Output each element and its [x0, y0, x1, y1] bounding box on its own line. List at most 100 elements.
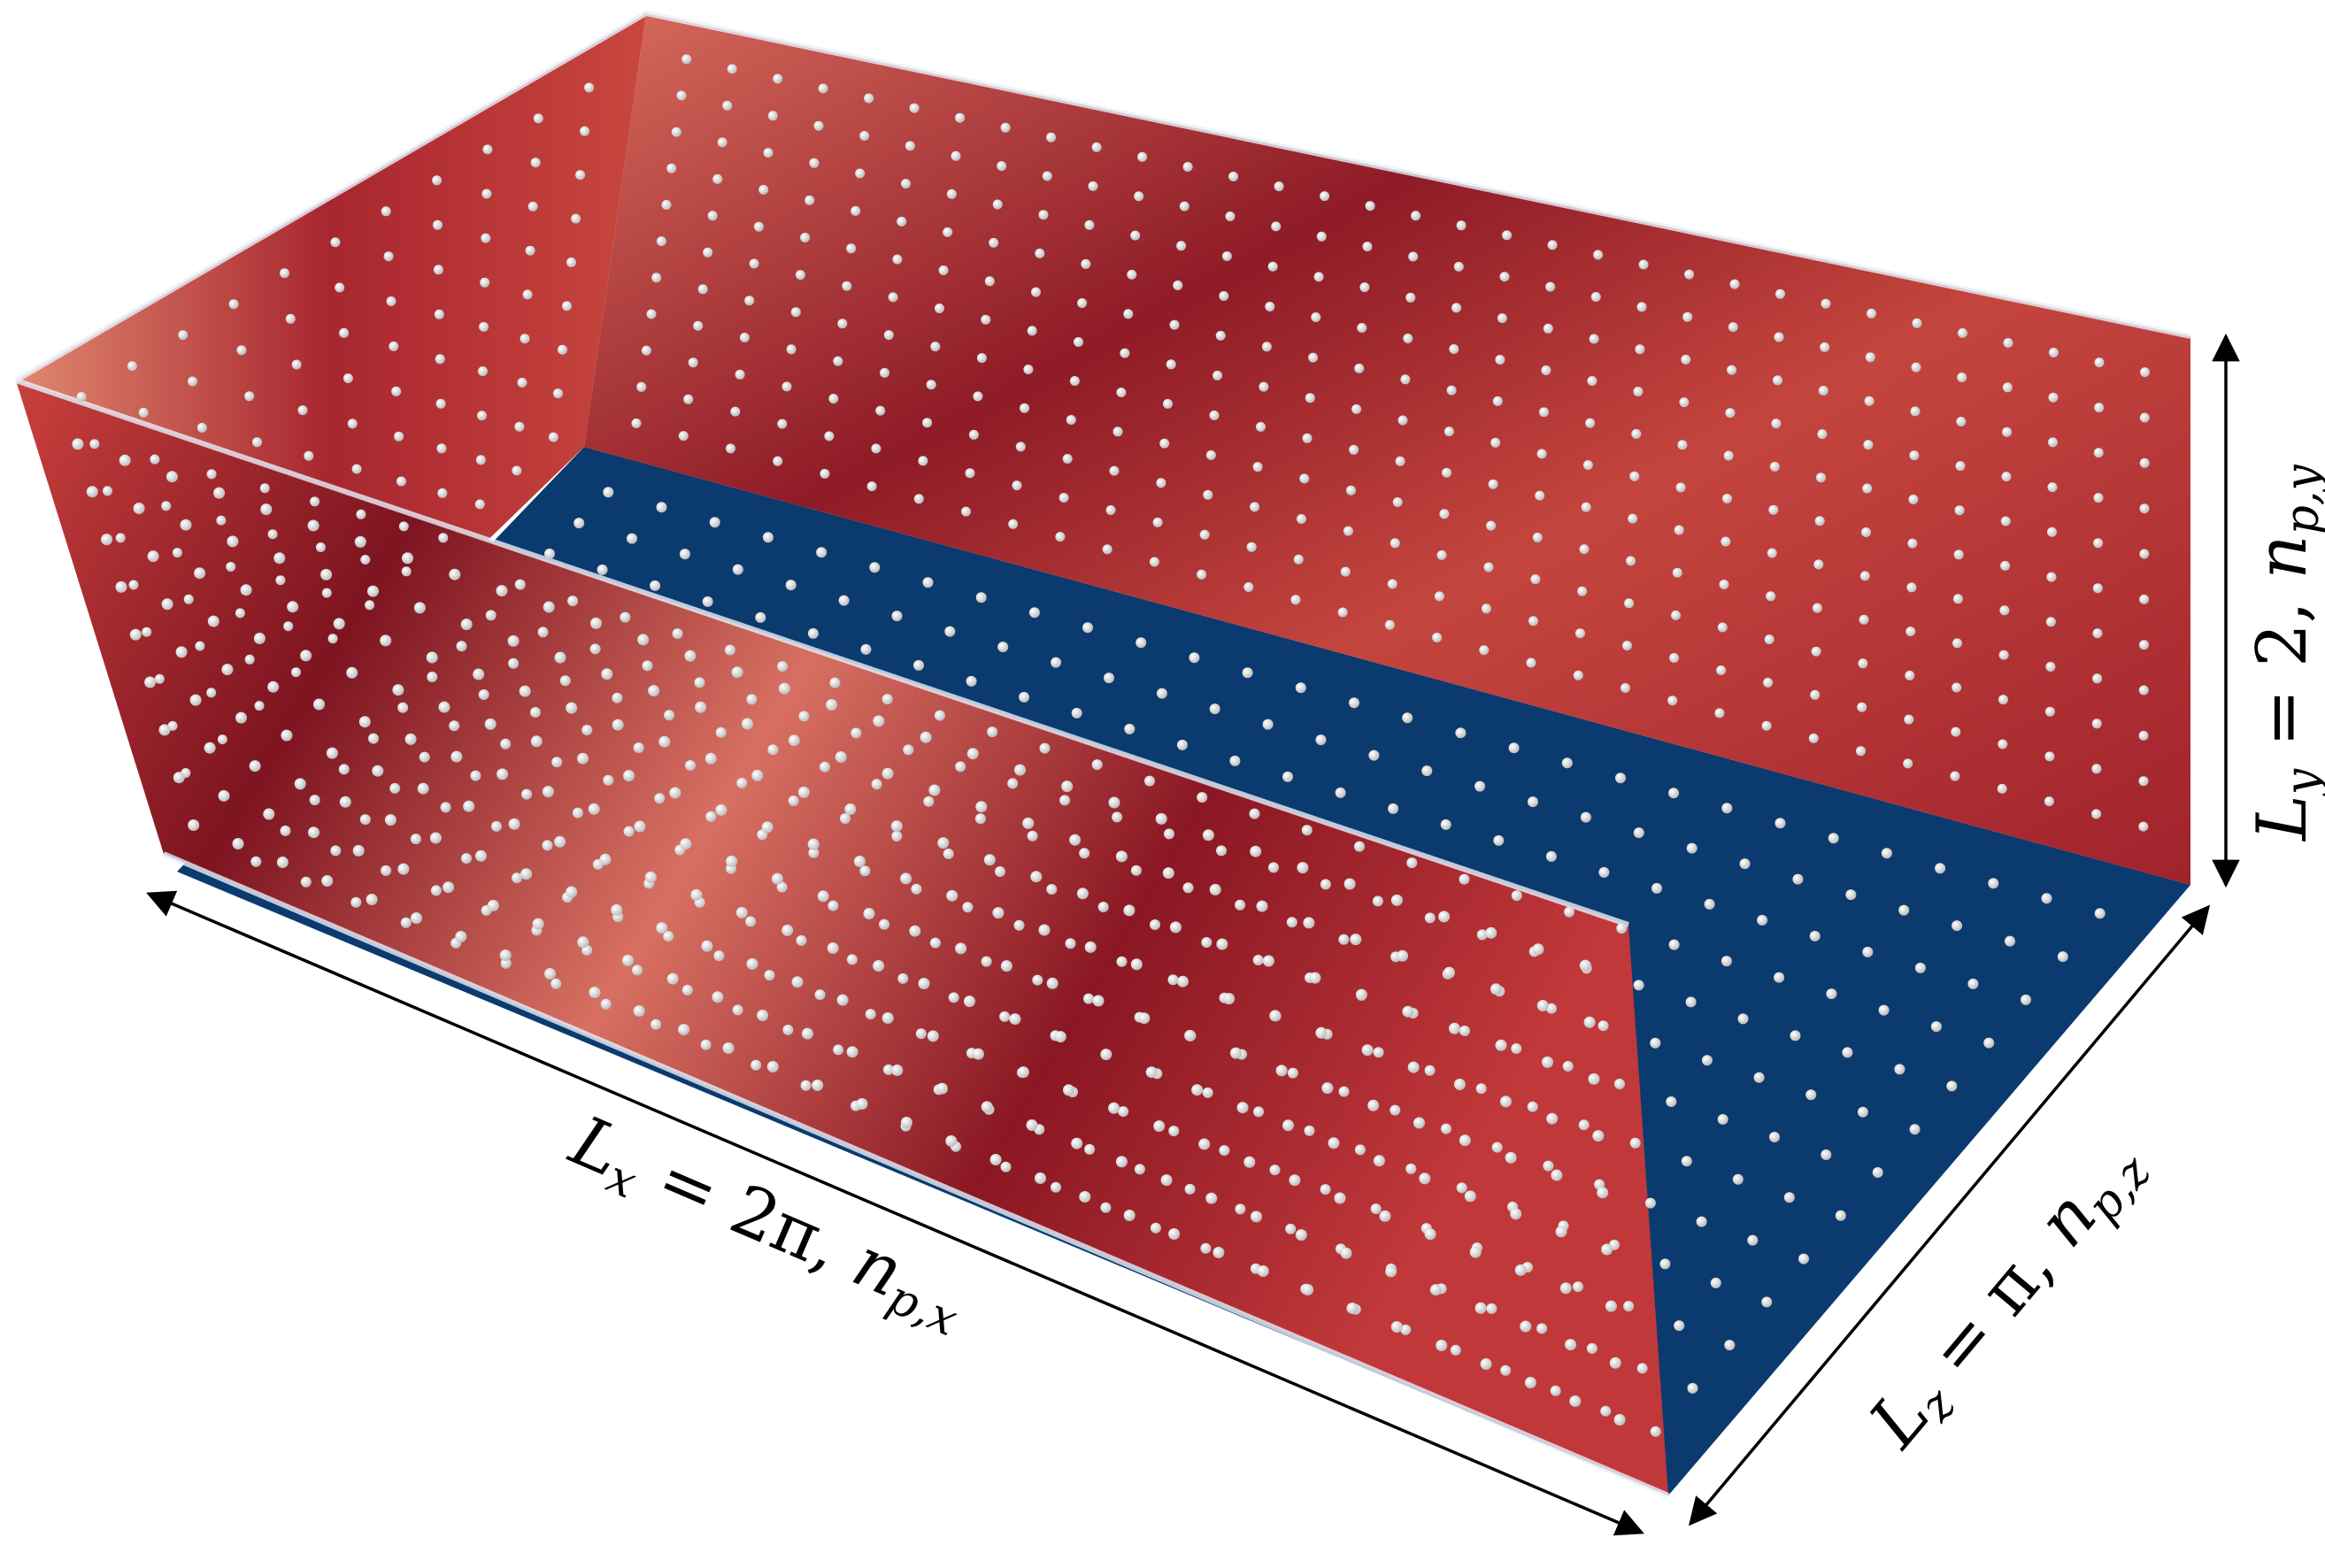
particle: [206, 469, 217, 480]
particle: [1351, 404, 1362, 414]
particle: [1909, 450, 1920, 461]
particle: [1176, 241, 1187, 251]
particle: [1229, 1047, 1242, 1059]
particle: [1091, 142, 1102, 152]
particle: [1400, 374, 1411, 385]
particle: [1105, 505, 1116, 515]
particle: [1012, 480, 1022, 491]
particle: [508, 657, 520, 669]
particle: [1820, 342, 1830, 352]
particle: [175, 646, 188, 658]
particle: [89, 439, 100, 450]
particle: [983, 854, 996, 866]
particle: [1177, 975, 1189, 988]
particle: [1967, 978, 1979, 989]
particle: [987, 726, 998, 738]
particle: [1282, 1119, 1294, 1132]
particle: [1084, 219, 1095, 230]
particle: [217, 734, 227, 745]
particle: [627, 533, 637, 544]
particle: [975, 592, 987, 603]
particle: [1432, 633, 1443, 642]
particle: [1071, 1137, 1083, 1149]
particle: [1792, 873, 1804, 885]
particle: [773, 456, 783, 466]
particle: [507, 634, 520, 647]
particle: [1814, 516, 1825, 527]
particle: [678, 431, 689, 442]
particle: [1163, 398, 1173, 409]
particle: [975, 801, 988, 813]
particle: [313, 698, 325, 711]
particle: [1573, 670, 1583, 680]
particle: [644, 871, 657, 883]
particle: [356, 509, 366, 519]
particle: [1100, 1202, 1112, 1213]
particle: [1631, 428, 1642, 439]
particle: [620, 611, 631, 623]
particle: [1532, 943, 1544, 956]
particle: [273, 552, 286, 565]
particle: [1169, 319, 1180, 330]
particle: [863, 908, 875, 919]
particle: [1510, 1208, 1522, 1220]
particle: [611, 903, 623, 916]
particle: [790, 307, 801, 318]
particle: [844, 803, 857, 815]
particle: [1728, 322, 1738, 333]
particle: [1302, 1284, 1314, 1295]
particle: [559, 675, 571, 687]
particle: [820, 468, 830, 479]
particle: [1046, 132, 1057, 142]
particle: [1626, 556, 1636, 566]
particle: [352, 844, 365, 857]
particle: [1675, 482, 1686, 493]
particle: [1250, 845, 1262, 857]
particle: [650, 580, 661, 591]
particle: [1483, 562, 1494, 573]
particle: [1727, 365, 1737, 375]
particle: [656, 922, 668, 934]
particle: [1295, 682, 1306, 694]
particle: [475, 849, 487, 862]
particle: [782, 1024, 794, 1035]
particle: [1225, 211, 1236, 221]
particle: [818, 83, 828, 94]
particle: [1320, 879, 1331, 890]
particle: [1622, 641, 1632, 651]
particle: [2138, 776, 2149, 787]
particle: [1862, 946, 1874, 957]
particle: [1164, 828, 1174, 840]
particle: [920, 731, 932, 743]
particle: [1205, 450, 1216, 460]
particle: [1055, 532, 1066, 542]
particle: [1954, 505, 1965, 516]
particle: [1082, 622, 1093, 634]
particle: [456, 641, 467, 652]
particle: [929, 937, 941, 949]
particle: [964, 995, 975, 1008]
particle: [1774, 332, 1784, 342]
particle: [900, 1117, 912, 1128]
particle: [712, 991, 724, 1003]
particle: [1514, 1264, 1527, 1276]
particle: [1717, 622, 1728, 633]
particle: [1453, 1079, 1466, 1090]
particle: [232, 838, 244, 849]
particle: [1539, 407, 1549, 418]
particle: [259, 483, 270, 494]
particle: [1865, 352, 1875, 363]
particle: [127, 361, 137, 372]
particle: [864, 93, 874, 104]
particle: [392, 684, 404, 696]
particle: [1543, 1160, 1554, 1172]
particle: [632, 965, 643, 976]
particle: [1456, 1182, 1467, 1194]
particle: [350, 896, 362, 908]
particle: [1761, 720, 1772, 731]
particle: [1532, 532, 1543, 542]
particle: [1109, 465, 1120, 476]
particle: [1202, 829, 1214, 842]
particle: [713, 950, 725, 962]
particle: [1543, 323, 1553, 334]
